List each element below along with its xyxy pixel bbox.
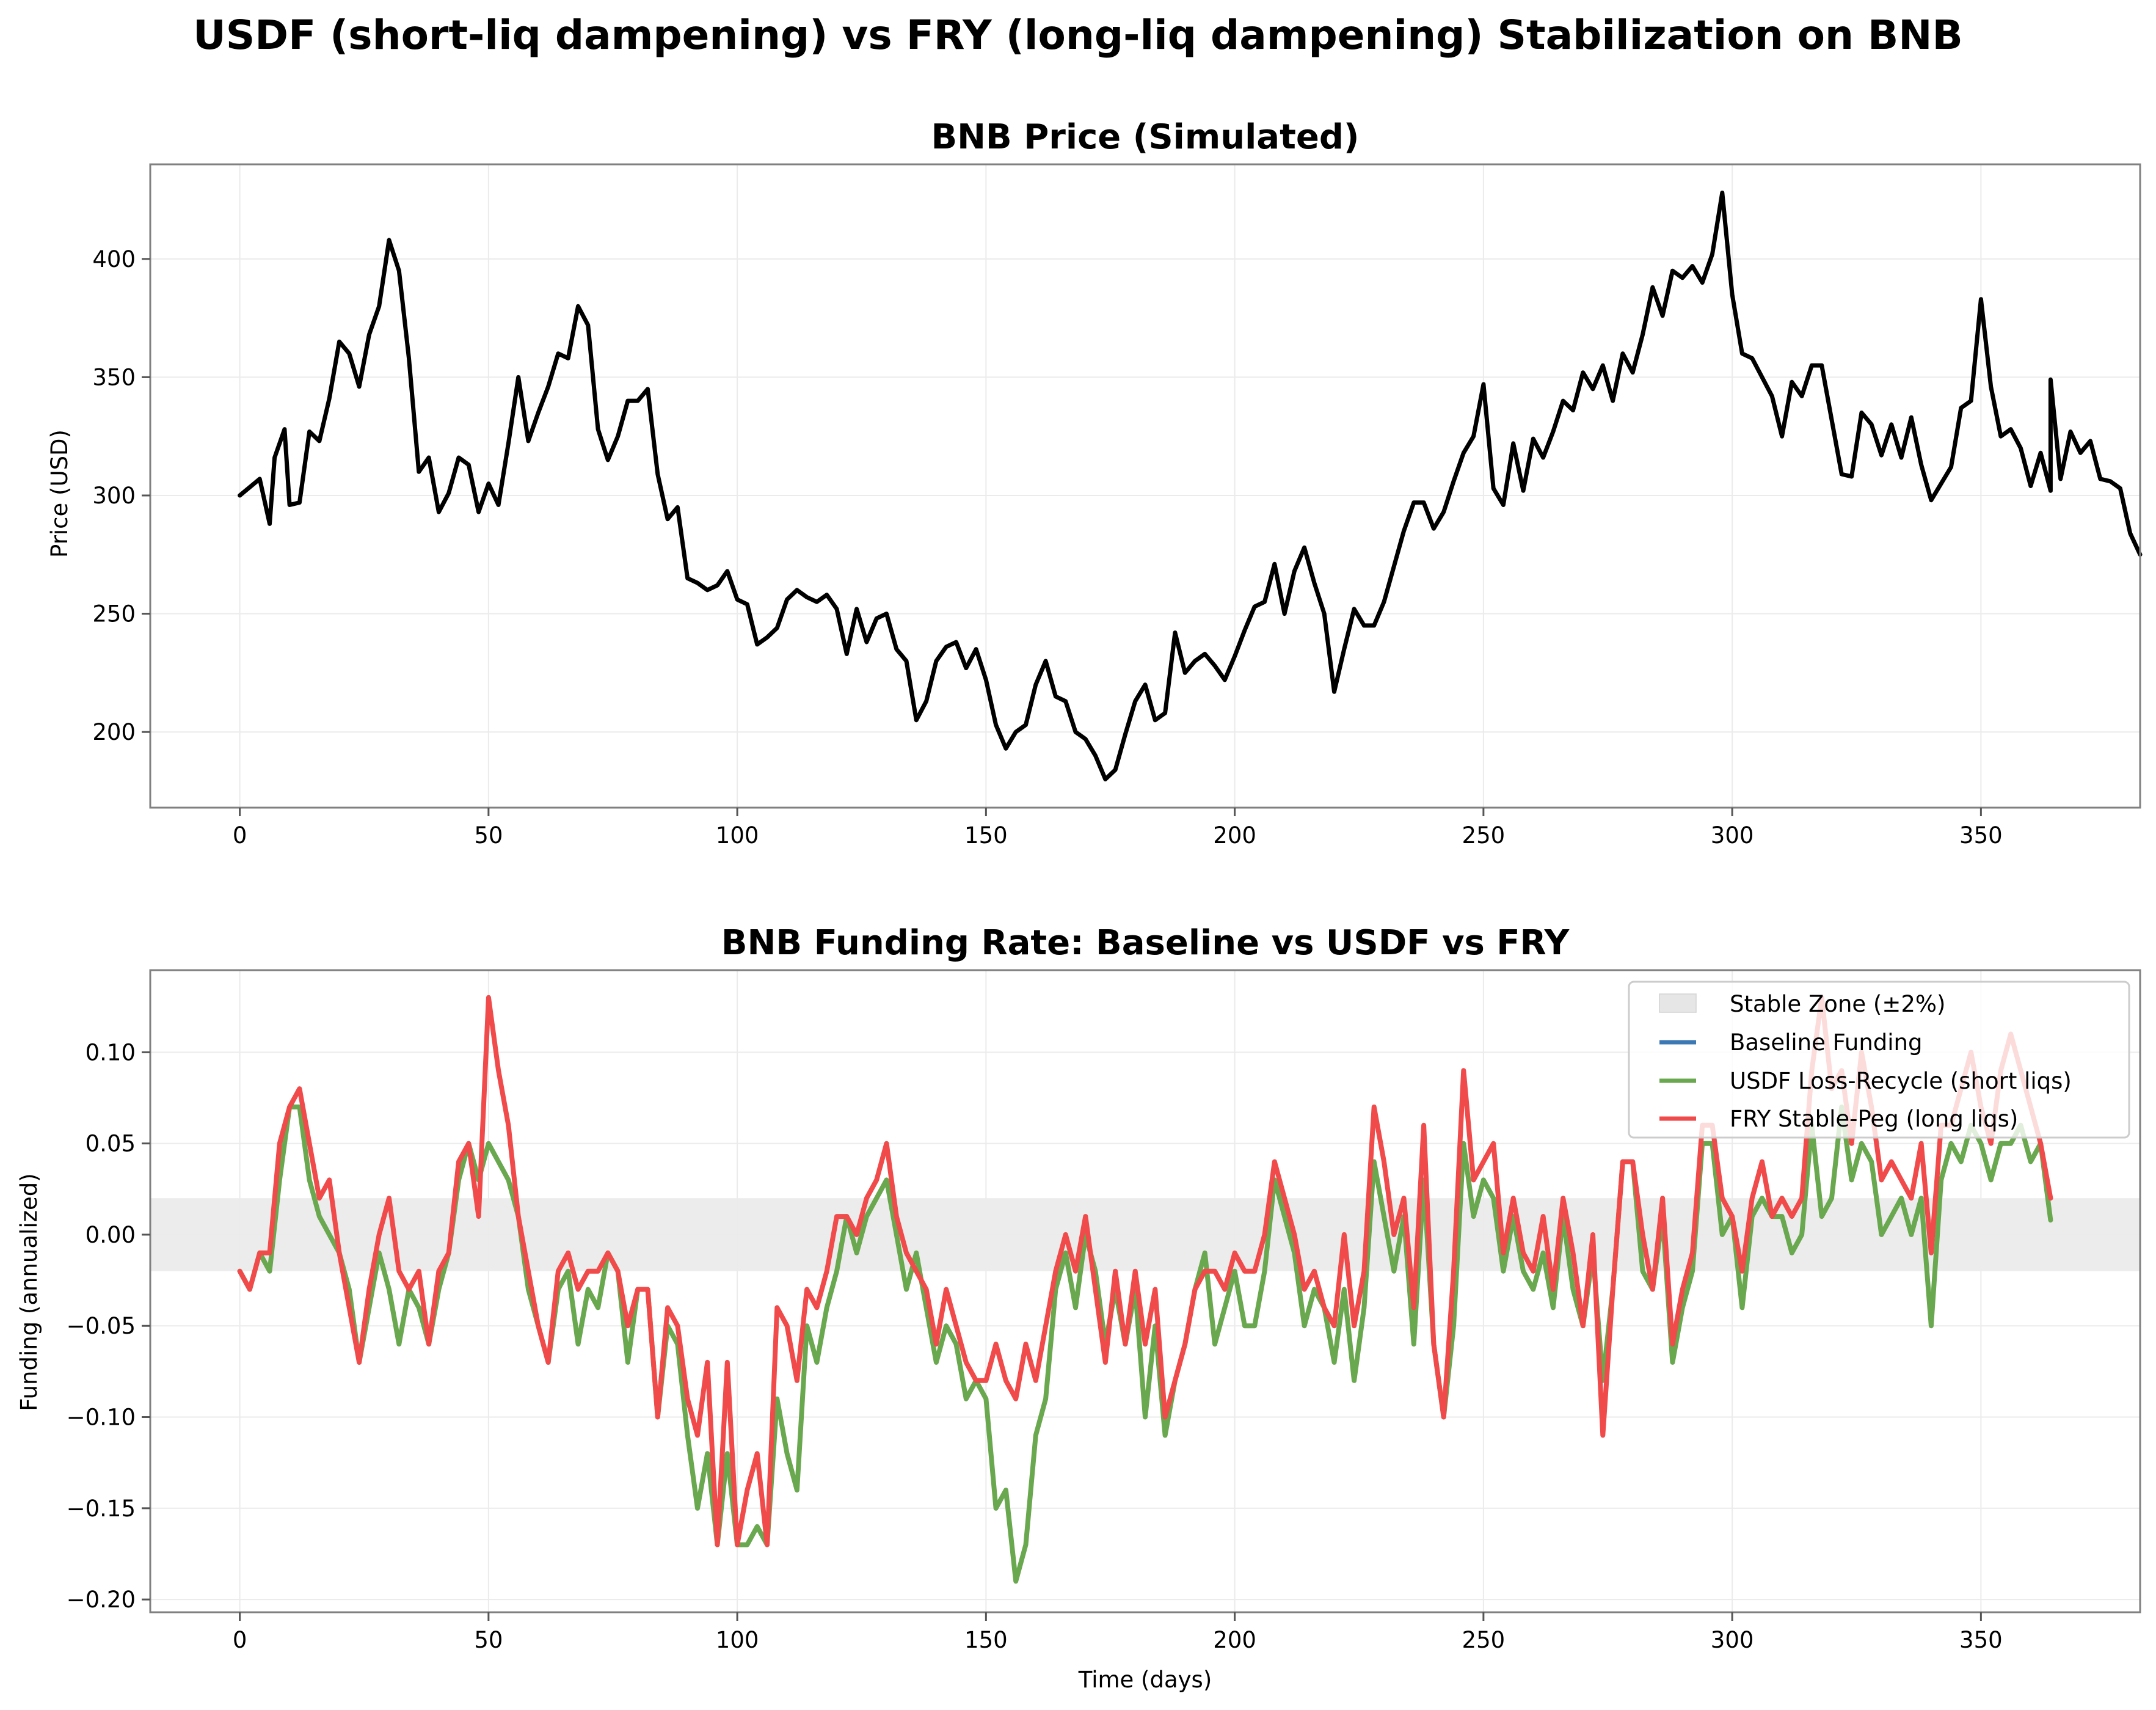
x-tick-label: 150 xyxy=(964,822,1008,849)
funding-chart: BNB Funding Rate: Baseline vs USDF vs FR… xyxy=(16,923,2141,1693)
x-tick-label: 50 xyxy=(474,1627,503,1653)
funding-axis-ticks: 0 50 100 150 200 250 300 350 −0.20 −0.15 −0.10 −0.0… xyxy=(67,1039,2003,1653)
y-tick-label: 0.00 xyxy=(86,1222,136,1248)
y-tick-label: 300 xyxy=(92,483,136,509)
price-gridlines xyxy=(150,164,2140,808)
x-tick-label: 200 xyxy=(1213,1627,1256,1653)
price-plot-area xyxy=(238,191,2143,781)
x-tick-label: 250 xyxy=(1462,822,1506,849)
series-line-fry xyxy=(237,995,2053,1547)
x-tick-label: 150 xyxy=(964,1627,1008,1653)
x-tick-label: 0 xyxy=(233,1627,247,1653)
x-tick-label: 300 xyxy=(1711,822,1754,849)
x-tick-label: 350 xyxy=(1959,822,2003,849)
x-tick-label: 300 xyxy=(1711,1627,1754,1653)
y-tick-label: 200 xyxy=(92,719,136,745)
price-axes-frame xyxy=(149,163,2141,809)
y-tick-label: 0.05 xyxy=(86,1131,136,1157)
price-axis-ticks: 0 50 100 150 200 250 300 350 200 250 300 350 400 xyxy=(92,246,2002,849)
legend-fry-label: FRY Stable-Peg (long liqs) xyxy=(1730,1106,2018,1132)
y-tick-label: −0.20 xyxy=(67,1587,136,1613)
x-tick-label: 100 xyxy=(716,1627,759,1653)
figure-title: USDF (short-liq dampening) vs FRY (long-… xyxy=(193,12,1963,59)
y-tick-label: 0.10 xyxy=(86,1039,136,1065)
y-tick-label: −0.10 xyxy=(67,1405,136,1431)
funding-x-axis-label: Time (days) xyxy=(1078,1667,1212,1693)
y-tick-label: 350 xyxy=(92,364,136,390)
funding-axes-frame xyxy=(149,969,2141,1613)
funding-plot-area xyxy=(237,995,2053,1584)
legend-stable-zone-label: Stable Zone (±2%) xyxy=(1730,991,1946,1017)
legend-usdf-label: USDF Loss-Recycle (short liqs) xyxy=(1730,1068,2072,1094)
y-tick-label: 400 xyxy=(92,246,136,272)
x-tick-label: 250 xyxy=(1462,1627,1506,1653)
legend-box xyxy=(1628,981,2130,1139)
legend-stable-zone-swatch xyxy=(1659,993,1697,1013)
legend-baseline-label: Baseline Funding xyxy=(1730,1029,1923,1056)
x-tick-label: 100 xyxy=(716,822,759,849)
funding-gridlines xyxy=(150,970,2140,1612)
price-y-axis-label: Price (USD) xyxy=(46,429,73,558)
price-chart: BNB Price (Simulated) Price (USD) 0 50 100… xyxy=(46,117,2143,849)
funding-legend: Stable Zone (±2%) Baseline Funding USDF … xyxy=(1628,981,2130,1139)
y-tick-label: −0.15 xyxy=(67,1496,136,1522)
x-tick-label: 50 xyxy=(474,822,503,849)
y-tick-label: −0.05 xyxy=(67,1313,136,1339)
funding-chart-title: BNB Funding Rate: Baseline vs USDF vs FR… xyxy=(721,923,1570,963)
series-line-bnb-price xyxy=(238,191,2143,781)
x-tick-label: 0 xyxy=(233,822,247,849)
funding-y-axis-label: Funding (annualized) xyxy=(16,1173,42,1411)
price-chart-title: BNB Price (Simulated) xyxy=(931,117,1359,157)
x-tick-label: 350 xyxy=(1959,1627,2003,1653)
y-tick-label: 250 xyxy=(92,601,136,627)
x-tick-label: 200 xyxy=(1213,822,1256,849)
